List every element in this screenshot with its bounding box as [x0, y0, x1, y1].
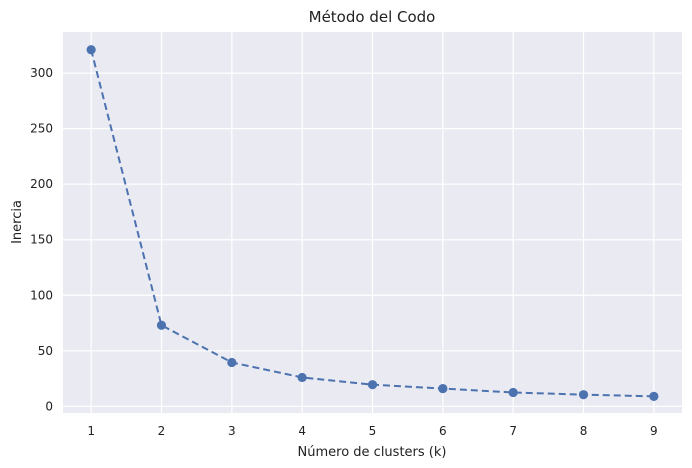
y-tick-label: 100 [30, 288, 53, 302]
chart-title: Método del Codo [309, 8, 436, 26]
y-tick-label: 200 [30, 177, 53, 191]
y-axis-label: Inercia [10, 200, 25, 244]
data-point [297, 372, 307, 383]
x-tick-label: 1 [87, 424, 95, 438]
x-tick-label: 7 [509, 424, 517, 438]
gridlines [63, 32, 682, 413]
y-tick-label: 150 [30, 233, 53, 247]
y-tick-label: 50 [38, 344, 53, 358]
y-tick-label: 0 [45, 399, 53, 413]
data-point [86, 45, 96, 55]
data-point [367, 380, 378, 390]
data-point [508, 387, 518, 398]
data-point [578, 390, 589, 400]
x-axis-ticks: 1 2 3 4 5 6 7 8 9 [87, 424, 657, 438]
data-point [438, 383, 448, 394]
x-tick-label: 3 [228, 424, 236, 438]
x-tick-label: 5 [369, 424, 377, 438]
x-tick-label: 9 [650, 424, 658, 438]
data-point [227, 357, 237, 368]
data-point [156, 320, 167, 330]
x-axis-label: Número de clusters (k) [298, 445, 447, 460]
data-point [649, 391, 659, 401]
y-tick-label: 300 [30, 66, 53, 80]
y-tick-label: 250 [30, 122, 53, 136]
x-tick-label: 8 [580, 424, 588, 438]
x-tick-label: 6 [439, 424, 447, 438]
points-layer [86, 45, 659, 401]
y-axis-ticks: 0 50 100 150 200 250 300 [30, 66, 53, 413]
x-tick-label: 2 [158, 424, 166, 438]
x-tick-label: 4 [298, 424, 306, 438]
